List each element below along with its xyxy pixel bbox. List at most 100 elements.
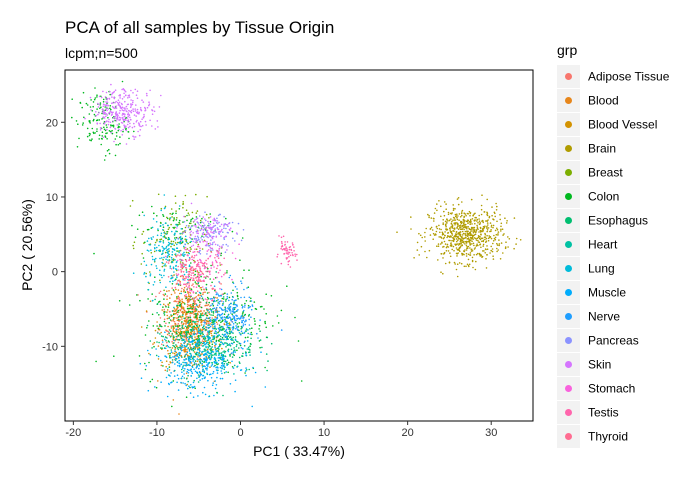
data-point: [189, 298, 192, 301]
data-point: [124, 100, 126, 103]
data-point: [146, 228, 149, 231]
data-point: [219, 319, 221, 322]
data-point: [130, 89, 132, 92]
data-point: [231, 342, 234, 345]
data-point: [192, 306, 195, 309]
data-point: [185, 297, 188, 300]
data-point: [444, 262, 447, 265]
data-point: [179, 263, 182, 265]
data-point: [114, 128, 117, 130]
data-point: [247, 329, 249, 331]
data-point: [250, 316, 252, 319]
data-point: [212, 370, 215, 373]
data-point: [128, 113, 130, 116]
data-point: [188, 325, 190, 327]
data-point: [177, 357, 180, 359]
data-point: [233, 318, 236, 321]
data-point: [223, 273, 225, 276]
data-point: [167, 306, 170, 308]
data-point: [99, 102, 102, 104]
data-point: [184, 279, 186, 281]
data-point: [233, 364, 236, 367]
data-point: [75, 120, 78, 122]
data-point: [172, 330, 175, 333]
data-point: [221, 246, 223, 249]
data-point: [440, 215, 442, 218]
data-point: [226, 316, 228, 318]
data-point: [231, 318, 233, 321]
data-point: [129, 125, 131, 128]
data-point: [211, 243, 214, 246]
data-point: [479, 255, 482, 257]
data-point: [186, 326, 188, 329]
data-point: [176, 332, 178, 335]
data-point: [179, 236, 182, 238]
data-point: [410, 228, 412, 230]
data-point: [145, 264, 148, 267]
data-point: [170, 327, 173, 329]
data-point: [163, 312, 165, 314]
data-point: [169, 330, 172, 333]
data-point: [166, 341, 168, 344]
chart-title: PCA of all samples by Tissue Origin: [65, 18, 334, 37]
data-point: [228, 299, 230, 302]
data-point: [183, 373, 185, 375]
data-point: [210, 377, 213, 379]
data-point: [207, 257, 209, 260]
data-point: [432, 238, 435, 240]
data-point: [213, 356, 216, 359]
data-point: [179, 250, 181, 252]
data-point: [184, 235, 187, 238]
data-point: [185, 271, 188, 273]
data-point: [232, 332, 234, 334]
data-point: [244, 370, 247, 372]
chart-subtitle: lcpm;n=500: [65, 45, 138, 61]
data-point: [176, 374, 179, 377]
data-point: [157, 358, 160, 360]
data-point: [173, 218, 175, 220]
data-point: [232, 350, 235, 352]
data-point: [165, 322, 167, 325]
legend-key-marker: [565, 313, 572, 320]
data-point: [199, 247, 201, 250]
data-point: [156, 312, 158, 314]
data-point: [457, 225, 459, 227]
data-point: [231, 230, 234, 233]
data-point: [180, 328, 183, 330]
data-point: [186, 343, 189, 345]
data-point: [132, 110, 135, 113]
data-point: [131, 126, 134, 129]
data-point: [169, 375, 171, 377]
data-point: [462, 241, 465, 244]
data-point: [288, 246, 291, 249]
data-point: [233, 354, 235, 357]
data-point: [462, 219, 465, 221]
data-point: [200, 237, 202, 239]
data-point: [446, 236, 448, 239]
data-point: [189, 316, 192, 319]
data-point: [183, 290, 185, 293]
data-point: [207, 298, 210, 300]
data-point: [193, 274, 195, 277]
data-point: [220, 321, 222, 324]
data-point: [276, 255, 279, 258]
data-point: [219, 315, 221, 317]
data-point: [109, 107, 111, 110]
data-point: [199, 334, 202, 337]
data-point: [181, 335, 184, 337]
data-point: [254, 371, 257, 374]
data-point: [213, 307, 216, 310]
data-point: [189, 258, 191, 260]
data-point: [175, 331, 178, 334]
data-point: [185, 263, 187, 266]
data-point: [209, 348, 211, 351]
data-point: [150, 249, 152, 251]
data-point: [457, 239, 459, 241]
data-point: [108, 148, 110, 151]
data-point: [217, 255, 220, 257]
data-point: [124, 109, 126, 111]
data-point: [198, 352, 200, 355]
data-point: [170, 325, 173, 328]
data-point: [192, 356, 195, 358]
data-point: [143, 260, 146, 263]
